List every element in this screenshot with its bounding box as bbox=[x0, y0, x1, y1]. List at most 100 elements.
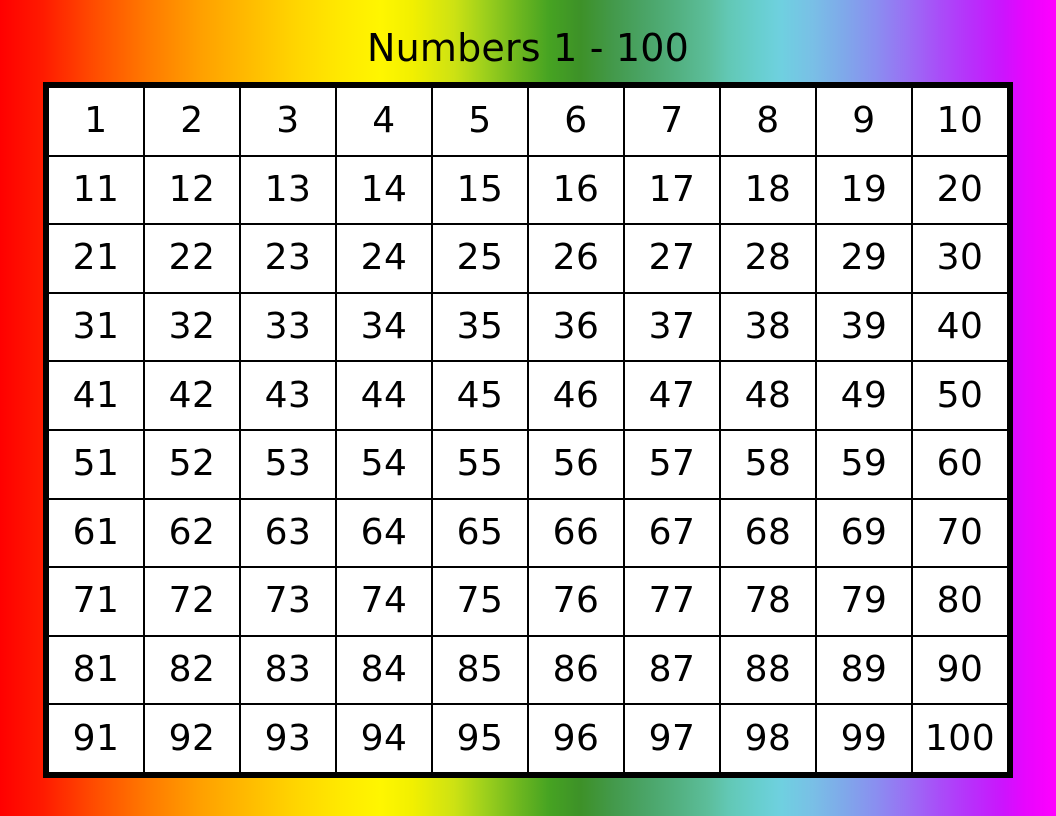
number-cell[interactable]: 48 bbox=[719, 360, 817, 431]
number-cell[interactable]: 13 bbox=[239, 154, 337, 226]
number-cell[interactable]: 22 bbox=[143, 223, 241, 294]
number-cell[interactable]: 88 bbox=[719, 634, 817, 706]
number-cell[interactable]: 50 bbox=[911, 360, 1009, 431]
number-cell[interactable]: 32 bbox=[143, 291, 241, 363]
number-cell[interactable]: 24 bbox=[335, 223, 433, 294]
number-cell[interactable]: 81 bbox=[47, 634, 145, 706]
number-cell[interactable]: 67 bbox=[623, 497, 721, 569]
number-cell[interactable]: 69 bbox=[815, 497, 913, 569]
number-cell[interactable]: 70 bbox=[911, 497, 1009, 569]
number-cell[interactable]: 83 bbox=[239, 634, 337, 706]
number-cell[interactable]: 54 bbox=[335, 428, 433, 500]
number-cell[interactable]: 84 bbox=[335, 634, 433, 706]
number-cell[interactable]: 82 bbox=[143, 634, 241, 706]
number-cell[interactable]: 91 bbox=[47, 703, 145, 774]
number-cell[interactable]: 57 bbox=[623, 428, 721, 500]
number-cell[interactable]: 59 bbox=[815, 428, 913, 500]
number-cell[interactable]: 85 bbox=[431, 634, 529, 706]
number-cell[interactable]: 31 bbox=[47, 291, 145, 363]
number-cell[interactable]: 76 bbox=[527, 566, 625, 637]
number-cell[interactable]: 41 bbox=[47, 360, 145, 431]
number-cell[interactable]: 6 bbox=[527, 86, 625, 157]
number-cell[interactable]: 99 bbox=[815, 703, 913, 774]
number-cell[interactable]: 28 bbox=[719, 223, 817, 294]
number-cell[interactable]: 52 bbox=[143, 428, 241, 500]
number-cell[interactable]: 15 bbox=[431, 154, 529, 226]
number-cell[interactable]: 12 bbox=[143, 154, 241, 226]
number-cell[interactable]: 86 bbox=[527, 634, 625, 706]
number-cell[interactable]: 30 bbox=[911, 223, 1009, 294]
number-cell[interactable]: 47 bbox=[623, 360, 721, 431]
number-cell[interactable]: 37 bbox=[623, 291, 721, 363]
number-cell[interactable]: 27 bbox=[623, 223, 721, 294]
number-cell[interactable]: 46 bbox=[527, 360, 625, 431]
number-cell[interactable]: 80 bbox=[911, 566, 1009, 637]
number-cell[interactable]: 29 bbox=[815, 223, 913, 294]
number-cell[interactable]: 14 bbox=[335, 154, 433, 226]
number-cell[interactable]: 56 bbox=[527, 428, 625, 500]
number-cell[interactable]: 9 bbox=[815, 86, 913, 157]
number-cell[interactable]: 16 bbox=[527, 154, 625, 226]
number-cell[interactable]: 44 bbox=[335, 360, 433, 431]
number-cell[interactable]: 19 bbox=[815, 154, 913, 226]
number-cell[interactable]: 95 bbox=[431, 703, 529, 774]
number-cell[interactable]: 1 bbox=[47, 86, 145, 157]
number-cell[interactable]: 11 bbox=[47, 154, 145, 226]
number-cell[interactable]: 73 bbox=[239, 566, 337, 637]
number-cell[interactable]: 40 bbox=[911, 291, 1009, 363]
number-cell[interactable]: 49 bbox=[815, 360, 913, 431]
number-cell[interactable]: 78 bbox=[719, 566, 817, 637]
number-cell[interactable]: 90 bbox=[911, 634, 1009, 706]
number-cell[interactable]: 96 bbox=[527, 703, 625, 774]
number-cell[interactable]: 20 bbox=[911, 154, 1009, 226]
number-cell[interactable]: 55 bbox=[431, 428, 529, 500]
number-cell[interactable]: 42 bbox=[143, 360, 241, 431]
number-cell[interactable]: 26 bbox=[527, 223, 625, 294]
number-cell[interactable]: 98 bbox=[719, 703, 817, 774]
number-cell[interactable]: 3 bbox=[239, 86, 337, 157]
number-cell[interactable]: 36 bbox=[527, 291, 625, 363]
number-cell[interactable]: 25 bbox=[431, 223, 529, 294]
number-cell[interactable]: 43 bbox=[239, 360, 337, 431]
number-cell[interactable]: 5 bbox=[431, 86, 529, 157]
number-cell[interactable]: 63 bbox=[239, 497, 337, 569]
number-cell[interactable]: 64 bbox=[335, 497, 433, 569]
number-cell[interactable]: 89 bbox=[815, 634, 913, 706]
number-cell[interactable]: 10 bbox=[911, 86, 1009, 157]
number-cell[interactable]: 61 bbox=[47, 497, 145, 569]
number-cell[interactable]: 18 bbox=[719, 154, 817, 226]
number-cell[interactable]: 38 bbox=[719, 291, 817, 363]
number-cell[interactable]: 23 bbox=[239, 223, 337, 294]
number-cell[interactable]: 94 bbox=[335, 703, 433, 774]
number-cell[interactable]: 71 bbox=[47, 566, 145, 637]
number-cell[interactable]: 93 bbox=[239, 703, 337, 774]
number-cell[interactable]: 51 bbox=[47, 428, 145, 500]
number-cell[interactable]: 17 bbox=[623, 154, 721, 226]
number-cell[interactable]: 68 bbox=[719, 497, 817, 569]
number-cell[interactable]: 39 bbox=[815, 291, 913, 363]
number-cell[interactable]: 2 bbox=[143, 86, 241, 157]
number-cell[interactable]: 62 bbox=[143, 497, 241, 569]
number-cell[interactable]: 72 bbox=[143, 566, 241, 637]
number-cell[interactable]: 45 bbox=[431, 360, 529, 431]
number-cell[interactable]: 4 bbox=[335, 86, 433, 157]
number-cell[interactable]: 35 bbox=[431, 291, 529, 363]
number-cell[interactable]: 7 bbox=[623, 86, 721, 157]
number-cell[interactable]: 66 bbox=[527, 497, 625, 569]
number-cell[interactable]: 74 bbox=[335, 566, 433, 637]
number-cell[interactable]: 65 bbox=[431, 497, 529, 569]
number-cell[interactable]: 33 bbox=[239, 291, 337, 363]
number-cell[interactable]: 79 bbox=[815, 566, 913, 637]
number-cell[interactable]: 92 bbox=[143, 703, 241, 774]
number-cell[interactable]: 97 bbox=[623, 703, 721, 774]
number-cell[interactable]: 21 bbox=[47, 223, 145, 294]
number-cell[interactable]: 8 bbox=[719, 86, 817, 157]
number-cell[interactable]: 53 bbox=[239, 428, 337, 500]
number-cell[interactable]: 87 bbox=[623, 634, 721, 706]
number-cell[interactable]: 100 bbox=[911, 703, 1009, 774]
number-cell[interactable]: 75 bbox=[431, 566, 529, 637]
number-cell[interactable]: 58 bbox=[719, 428, 817, 500]
number-cell[interactable]: 34 bbox=[335, 291, 433, 363]
number-cell[interactable]: 77 bbox=[623, 566, 721, 637]
number-cell[interactable]: 60 bbox=[911, 428, 1009, 500]
